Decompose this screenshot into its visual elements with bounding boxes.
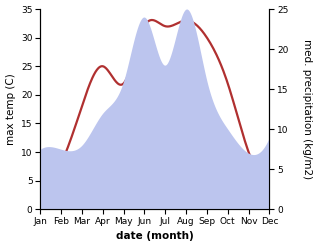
Y-axis label: med. precipitation (kg/m2): med. precipitation (kg/m2) — [302, 39, 313, 179]
X-axis label: date (month): date (month) — [116, 231, 194, 242]
Y-axis label: max temp (C): max temp (C) — [5, 73, 16, 145]
